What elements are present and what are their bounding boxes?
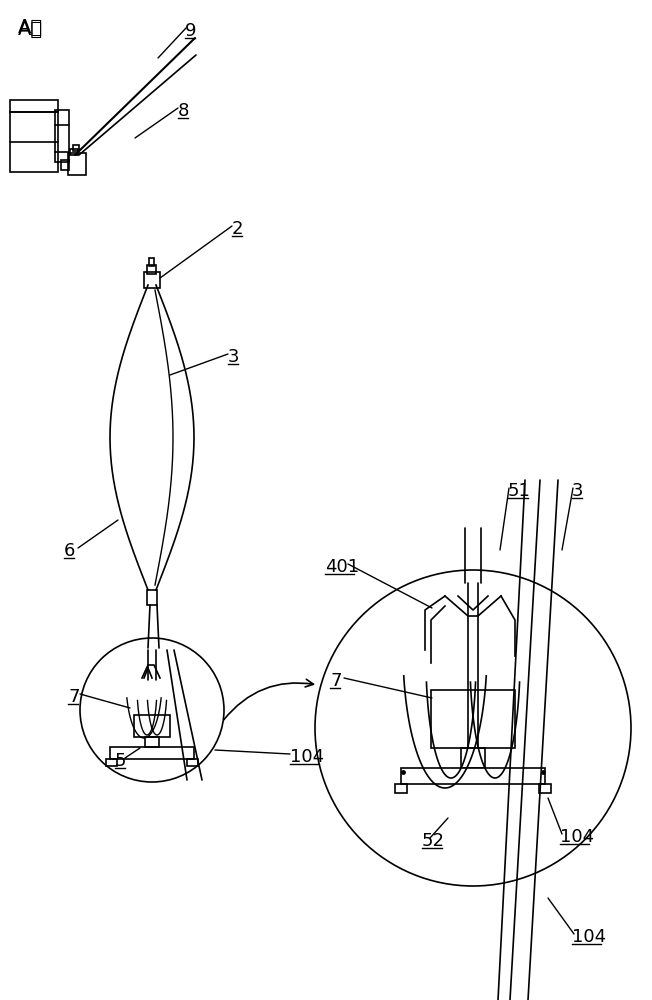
Bar (110, 747, 194, 759)
Text: 3: 3 (228, 348, 239, 366)
Text: 104: 104 (572, 928, 606, 946)
Text: 104: 104 (560, 828, 594, 846)
Text: 9: 9 (185, 22, 196, 40)
Bar (70, 149, 78, 155)
Bar (134, 715, 170, 737)
Bar (55, 110, 69, 162)
Bar (144, 272, 160, 288)
Bar (149, 258, 154, 266)
Bar (147, 265, 156, 274)
Text: 7: 7 (68, 688, 80, 706)
Text: 7: 7 (330, 672, 342, 690)
Text: 104: 104 (290, 748, 324, 766)
Text: 2: 2 (232, 220, 243, 238)
Bar (187, 759, 198, 766)
Bar (461, 748, 485, 768)
Bar (73, 145, 79, 151)
Text: A向: A向 (18, 18, 43, 37)
Text: 51: 51 (508, 482, 531, 500)
Bar (401, 768, 545, 784)
FancyArrowPatch shape (224, 679, 314, 720)
Bar (539, 784, 551, 793)
Bar (68, 153, 86, 175)
Bar (395, 784, 407, 793)
Bar (147, 590, 157, 605)
Text: 6: 6 (64, 542, 76, 560)
Bar (61, 160, 69, 170)
Text: A向: A向 (18, 20, 43, 39)
Bar (10, 112, 58, 172)
Bar (145, 737, 159, 747)
Text: 5: 5 (115, 752, 126, 770)
Bar (10, 100, 58, 112)
Bar (431, 690, 515, 748)
Text: 52: 52 (422, 832, 445, 850)
Bar (106, 759, 117, 766)
Text: 8: 8 (178, 102, 189, 120)
Text: 3: 3 (572, 482, 584, 500)
Text: 401: 401 (325, 558, 359, 576)
